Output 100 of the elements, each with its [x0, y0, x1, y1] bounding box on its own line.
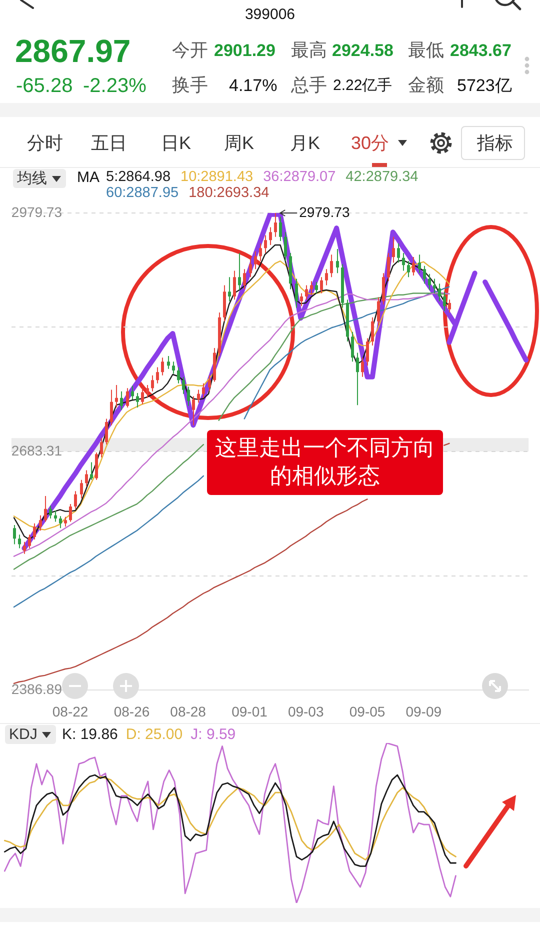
candlestick: [85, 470, 88, 487]
annotation: 2979.73: [299, 204, 350, 220]
candlestick: [259, 242, 262, 262]
candlestick: [330, 254, 333, 278]
series-label: J: 9.59: [190, 725, 236, 744]
candlestick: [279, 216, 282, 242]
text: 5:2864.98: [106, 169, 171, 185]
x-tick-label: 08-28: [170, 703, 206, 720]
text: 180:2693.34: [188, 185, 270, 201]
candlestick: [310, 280, 313, 296]
text: 今开: [172, 40, 208, 61]
text: 30分: [351, 133, 390, 154]
y-tick-label: 2683.31: [11, 442, 62, 458]
text: -2.23%: [83, 75, 146, 98]
candlestick: [28, 534, 31, 549]
dropdown: 均线: [13, 169, 66, 188]
text: 分时: [27, 133, 63, 154]
text: 10:2891.43: [180, 169, 254, 185]
text: 最高: [291, 40, 327, 61]
text: 2843.67: [450, 41, 512, 61]
candlestick: [269, 226, 272, 246]
candlestick: [136, 392, 139, 408]
text: K: 19.86: [62, 725, 118, 744]
candlestick: [120, 390, 123, 410]
candlestick: [18, 534, 21, 549]
candlestick: [59, 516, 62, 529]
text: 周K: [224, 133, 254, 154]
candlestick: [387, 252, 390, 282]
candlestick: [115, 384, 118, 408]
candlestick: [428, 273, 431, 291]
text: 总手: [291, 75, 327, 96]
text: 42:2879.34: [346, 169, 418, 185]
candlestick: [167, 356, 170, 370]
candlestick: [146, 384, 149, 398]
text: 2867.97: [15, 33, 131, 70]
chart-title: 均线: [17, 169, 47, 188]
candlestick: [412, 256, 415, 276]
candlestick: [238, 252, 241, 291]
text: 最低: [408, 40, 444, 61]
candlestick: [131, 385, 134, 400]
x-tick-label: 09-01: [232, 703, 268, 720]
candlestick: [39, 514, 42, 532]
candlestick: [448, 299, 451, 314]
candlestick: [377, 296, 380, 326]
candlestick: [392, 236, 395, 264]
candlestick: [433, 278, 436, 294]
candlestick: [151, 374, 154, 392]
candlestick: [172, 361, 175, 374]
candlestick: [336, 248, 339, 274]
dropdown: KDJ: [5, 725, 56, 744]
text: 金额: [408, 75, 444, 96]
candlestick: [264, 234, 267, 254]
candlestick: [44, 496, 47, 522]
candlestick: [90, 462, 93, 480]
x-tick-label: 09-09: [406, 703, 442, 720]
candlestick: [249, 258, 252, 278]
candlestick: [443, 291, 446, 312]
candlestick: [423, 265, 426, 284]
text: 5723亿: [457, 76, 512, 96]
text: 2924.58: [332, 41, 394, 61]
x-tick-label: 08-22: [52, 703, 88, 720]
candlestick: [197, 389, 200, 404]
text: 36:2879.07: [263, 169, 336, 185]
candlestick: [361, 357, 364, 378]
candlestick: [351, 331, 354, 362]
text: -65.28: [16, 75, 73, 98]
text: 60:2887.95: [106, 185, 179, 201]
candlestick: [182, 376, 185, 394]
candlestick: [187, 386, 190, 406]
text: 月K: [290, 133, 320, 154]
candlestick: [254, 250, 257, 270]
y-tick-label: 2386.89: [11, 680, 62, 697]
candlestick: [438, 283, 441, 302]
text: 日K: [161, 133, 192, 154]
candlestick: [274, 212, 277, 238]
candlestick: [141, 388, 144, 405]
chart-title: KDJ: [9, 725, 38, 744]
candlestick: [208, 374, 211, 392]
candlestick: [74, 490, 77, 510]
text: 4.17%: [229, 76, 278, 96]
text: D: 25.00: [126, 725, 183, 744]
candlestick: [156, 366, 159, 384]
text: 五日: [91, 133, 127, 154]
x-tick-label: 09-03: [288, 703, 324, 720]
candlestick: [233, 270, 236, 300]
text: 2901.29: [214, 41, 276, 61]
candlestick: [13, 524, 16, 545]
candlestick: [228, 276, 231, 302]
candlestick: [325, 268, 328, 286]
text: 换手: [172, 75, 208, 96]
callout: 这里走出一个不同方向的相似形态: [207, 430, 443, 495]
candlestick: [54, 510, 57, 522]
candlestick: [402, 252, 405, 272]
candlestick: [110, 389, 113, 426]
candlestick: [284, 232, 287, 262]
candlestick: [64, 516, 67, 528]
text: 指标: [477, 133, 513, 154]
candlestick: [69, 504, 72, 522]
candlestick: [371, 316, 374, 346]
candlestick: [356, 352, 359, 406]
